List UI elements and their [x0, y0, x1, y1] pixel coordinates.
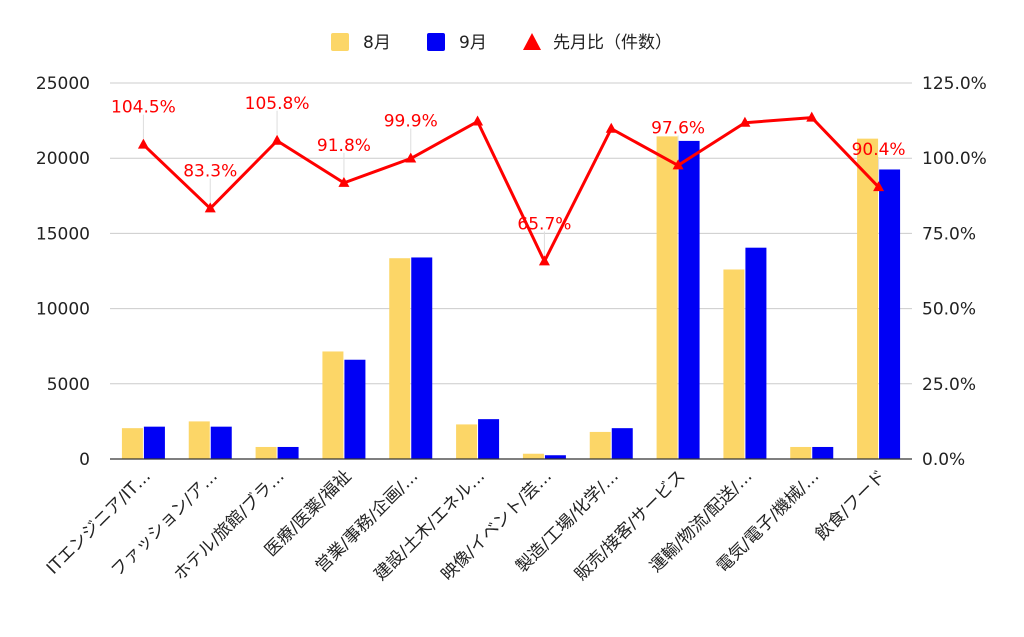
- x-category-label: ホテル/旅館/ブラ…: [169, 466, 288, 585]
- ratio-point-marker: [672, 159, 684, 170]
- bar-sep: [344, 359, 366, 459]
- ratio-point-marker: [137, 138, 149, 149]
- ratio-point-marker: [204, 202, 216, 213]
- ratio-line: [142, 116, 880, 263]
- bar-sep: [678, 140, 700, 460]
- x-category-label: 映像/イベント/芸…: [438, 466, 556, 584]
- x-category-label: 販売/接客/サービス: [571, 466, 689, 584]
- bar-sep: [411, 257, 433, 459]
- bar-sep: [210, 426, 232, 459]
- bar-aug: [255, 446, 277, 459]
- ratio-data-label: 97.6%: [651, 118, 705, 138]
- y-right-tick-label: 0.0%: [922, 450, 965, 470]
- y-left-tick-label: 10000: [36, 300, 90, 320]
- bar-aug: [522, 453, 544, 459]
- ratio-data-label: 105.8%: [245, 94, 310, 114]
- ratio-point-marker: [338, 176, 350, 187]
- ratio-data-label: 90.4%: [852, 140, 906, 160]
- ratio-data-label: 65.7%: [517, 214, 571, 234]
- ratio-data-label: 99.9%: [384, 112, 438, 132]
- bar-sep: [478, 419, 500, 459]
- bars: [121, 136, 901, 460]
- y-right-tick-label: 50.0%: [922, 300, 976, 320]
- bar-aug: [723, 269, 745, 459]
- bar-aug: [188, 421, 210, 459]
- ratio-data-label: 83.3%: [183, 161, 237, 181]
- legend-label-aug: 8月: [363, 33, 391, 53]
- ratio-point-marker: [271, 134, 283, 145]
- bar-aug: [857, 138, 879, 459]
- ratio-point-marker: [405, 152, 417, 163]
- legend-swatch-aug: [331, 33, 349, 51]
- gridlines: [110, 82, 912, 385]
- ratio-point-marker: [873, 181, 885, 192]
- y-right-tick-label: 125.0%: [922, 74, 987, 94]
- y-right-tick-label: 25.0%: [922, 375, 976, 395]
- bar-sep: [812, 446, 834, 459]
- y-left-tick-label: 0: [79, 450, 90, 470]
- y-left-tick-label: 25000: [36, 74, 90, 94]
- ratio-point-marker: [739, 116, 751, 127]
- bar-sep: [611, 428, 633, 459]
- y-right-tick-label: 100.0%: [922, 149, 987, 169]
- legend-triangle-marker: [523, 33, 541, 50]
- x-category-label: 飲食/フード: [812, 466, 890, 544]
- ratio-data-label: 104.5%: [111, 98, 176, 118]
- data-labels: 104.5% 83.3% 105.8% 91.8% 99.9% 65.7% 97.6% 90.…: [111, 94, 906, 256]
- ratio-line-series: [137, 111, 885, 266]
- y-left-tick-label: 15000: [36, 224, 90, 244]
- y-right-tick-label: 75.0%: [922, 224, 976, 244]
- bar-aug: [456, 424, 478, 459]
- bar-sep: [277, 446, 299, 459]
- x-axis-category-labels: ITエンジニア/IT…ファッション/ア…ホテル/旅館/ブラ…医療/医薬/福祉営業…: [43, 466, 890, 585]
- bar-sep: [143, 426, 165, 459]
- legend-label-ratio: 先月比（件数）: [553, 33, 672, 53]
- ratio-point-marker: [806, 111, 818, 122]
- legend: 8月 9月 先月比（件数）: [331, 33, 672, 53]
- ratio-point-marker: [472, 115, 484, 126]
- x-category-label: 建設/土木/エネル…: [371, 466, 489, 584]
- bar-sep: [544, 455, 566, 459]
- bar-aug: [322, 351, 344, 459]
- bar-aug: [589, 431, 611, 459]
- bar-aug: [656, 136, 678, 459]
- axes: 0 0.0% 5000 25.0% 10000 50.0% 15000 75.0% 20000 1…: [36, 74, 987, 470]
- bar-aug: [790, 446, 812, 459]
- bar-sep: [745, 247, 767, 459]
- legend-label-sep: 9月: [459, 33, 487, 53]
- legend-swatch-sep: [427, 33, 445, 51]
- y-left-tick-label: 5000: [47, 375, 90, 395]
- bar-sep: [879, 169, 901, 460]
- ratio-point-marker: [605, 122, 617, 133]
- y-left-tick-label: 20000: [36, 149, 90, 169]
- bar-aug: [389, 258, 411, 459]
- ratio-data-label: 91.8%: [317, 136, 371, 156]
- bar-aug: [121, 428, 143, 459]
- ratio-point-marker: [538, 255, 550, 266]
